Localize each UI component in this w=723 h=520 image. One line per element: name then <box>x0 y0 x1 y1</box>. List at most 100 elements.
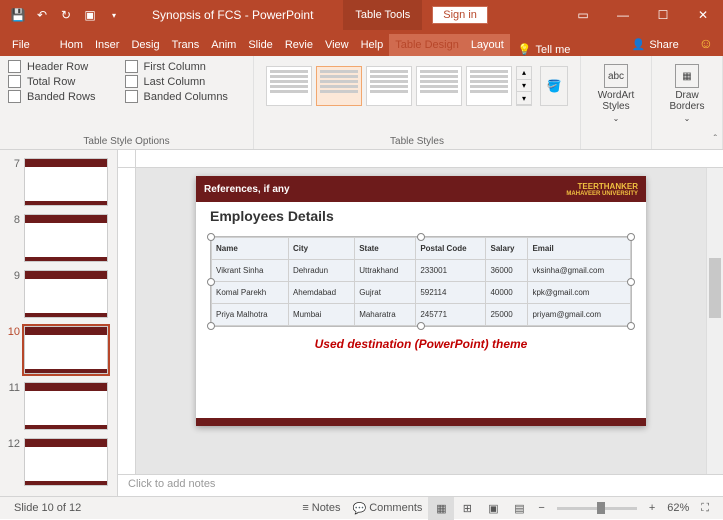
table-cell[interactable]: Mumbai <box>288 304 354 326</box>
thumbnail-preview <box>24 270 108 318</box>
employees-table[interactable]: NameCityStatePostal CodeSalaryEmailVikra… <box>211 237 631 326</box>
slide-thumbnail[interactable]: 10 <box>0 322 117 378</box>
zoom-out-button[interactable]: − <box>532 497 550 519</box>
table-cell[interactable]: 25000 <box>486 304 528 326</box>
zoom-slider[interactable] <box>557 507 637 510</box>
table-cell[interactable]: 245771 <box>416 304 486 326</box>
table-header[interactable]: City <box>288 238 354 260</box>
table-style-item[interactable] <box>416 66 462 106</box>
close-icon[interactable]: ✕ <box>683 0 723 30</box>
table-row[interactable]: Vikrant SinhaDehradunUttrakhand233001360… <box>212 260 631 282</box>
thumbnail-number: 11 <box>6 382 20 394</box>
comments-button[interactable]: 💬Comments <box>347 497 429 519</box>
share-button[interactable]: 👤 Share <box>622 33 689 56</box>
draw-borders-button[interactable]: ▦ Draw Borders ⌄ <box>660 60 714 127</box>
tab-table-design[interactable]: Table Design <box>389 34 465 56</box>
table-cell[interactable]: 40000 <box>486 282 528 304</box>
table-cell[interactable]: Komal Parekh <box>212 282 289 304</box>
table-cell[interactable]: 233001 <box>416 260 486 282</box>
slide-canvas[interactable]: References, if any TEERTHANKER MAHAVEER … <box>136 168 706 474</box>
table-header[interactable]: State <box>355 238 416 260</box>
zoom-in-button[interactable]: + <box>643 497 661 519</box>
redo-icon[interactable]: ↻ <box>56 5 76 25</box>
tab-layout[interactable]: Layout <box>465 34 510 56</box>
vertical-scrollbar[interactable] <box>706 168 723 474</box>
start-from-beginning-icon[interactable]: ▣ <box>80 5 100 25</box>
table-header[interactable]: Email <box>528 238 631 260</box>
slide-thumbnail[interactable]: 7 <box>0 154 117 210</box>
table-cell[interactable]: Gujrat <box>355 282 416 304</box>
shading-button[interactable]: 🪣 <box>540 66 568 106</box>
slide-thumbnail[interactable]: 9 <box>0 266 117 322</box>
fit-to-window-icon[interactable]: ⛶ <box>695 497 715 519</box>
slideshow-view-icon[interactable]: ▤ <box>506 497 532 520</box>
tab-design[interactable]: Desig <box>125 34 165 56</box>
table-header[interactable]: Salary <box>486 238 528 260</box>
checkbox-banded-rows[interactable]: Banded Rows <box>8 90 113 103</box>
styles-gallery-scroll[interactable]: ▴▾▾ <box>516 66 532 106</box>
table-header[interactable]: Postal Code <box>416 238 486 260</box>
collapse-ribbon-icon[interactable]: ˆ <box>714 134 717 145</box>
table-cell[interactable]: Priya Malhotra <box>212 304 289 326</box>
table-cell[interactable]: 592114 <box>416 282 486 304</box>
table-cell[interactable]: 36000 <box>486 260 528 282</box>
slide-thumbnails-panel: 7 8 9 10 11 12 <box>0 150 118 496</box>
save-icon[interactable]: 💾 <box>8 5 28 25</box>
tab-transitions[interactable]: Trans <box>166 34 206 56</box>
tab-home[interactable]: Hom <box>54 34 89 56</box>
tab-animations[interactable]: Anim <box>205 34 242 56</box>
slide-thumbnail[interactable]: 8 <box>0 210 117 266</box>
notes-button[interactable]: ≡Notes <box>296 497 346 519</box>
table-cell[interactable]: Vikrant Sinha <box>212 260 289 282</box>
table-cell[interactable]: Ahemdabad <box>288 282 354 304</box>
tell-me-search[interactable]: 💡 Tell me <box>510 43 579 56</box>
table-style-item[interactable] <box>366 66 412 106</box>
tab-slideshow[interactable]: Slide <box>242 34 278 56</box>
slide: References, if any TEERTHANKER MAHAVEER … <box>196 176 646 426</box>
document-title: Synopsis of FCS - PowerPoint <box>152 8 313 22</box>
zoom-level[interactable]: 62% <box>661 497 695 519</box>
qat-customize-icon[interactable]: ▾ <box>104 5 124 25</box>
table-style-item[interactable] <box>316 66 362 106</box>
slide-thumbnail[interactable]: 11 <box>0 378 117 434</box>
slide-caption: Used destination (PowerPoint) theme <box>196 337 646 351</box>
checkbox-banded-columns[interactable]: Banded Columns <box>125 90 245 103</box>
checkbox-total-row[interactable]: Total Row <box>8 75 113 88</box>
sign-in-button[interactable]: Sign in <box>432 6 488 24</box>
maximize-icon[interactable]: ☐ <box>643 0 683 30</box>
table-cell[interactable]: Uttrakhand <box>355 260 416 282</box>
table-cell[interactable]: kpk@gmail.com <box>528 282 631 304</box>
table-header[interactable]: Name <box>212 238 289 260</box>
table-cell[interactable]: Dehradun <box>288 260 354 282</box>
checkbox-header-row[interactable]: Header Row <box>8 60 113 73</box>
table-object[interactable]: NameCityStatePostal CodeSalaryEmailVikra… <box>210 236 632 327</box>
slide-title[interactable]: Employees Details <box>196 202 646 230</box>
reading-view-icon[interactable]: ▣ <box>480 497 506 520</box>
checkbox-last-column[interactable]: Last Column <box>125 75 245 88</box>
table-cell[interactable]: vksinha@gmail.com <box>528 260 631 282</box>
table-style-item[interactable] <box>466 66 512 106</box>
slide-thumbnail[interactable]: 12 <box>0 434 117 490</box>
ribbon-display-icon[interactable]: ▭ <box>563 0 603 30</box>
tab-view[interactable]: View <box>319 34 355 56</box>
tab-review[interactable]: Revie <box>279 34 319 56</box>
slide-counter[interactable]: Slide 10 of 12 <box>8 497 87 519</box>
notes-pane[interactable]: Click to add notes <box>118 474 723 496</box>
undo-icon[interactable]: ↶ <box>32 5 52 25</box>
lightbulb-icon: 💡 <box>518 43 532 56</box>
wordart-styles-button[interactable]: abc WordArt Styles ⌄ <box>589 60 643 127</box>
sorter-view-icon[interactable]: ⊞ <box>454 497 480 520</box>
feedback-icon[interactable]: ☺ <box>689 30 723 56</box>
table-cell[interactable]: priyam@gmail.com <box>528 304 631 326</box>
tab-help[interactable]: Help <box>355 34 390 56</box>
minimize-icon[interactable]: ― <box>603 0 643 30</box>
thumbnail-preview <box>24 214 108 262</box>
checkbox-first-column[interactable]: First Column <box>125 60 245 73</box>
tab-file[interactable]: File <box>0 34 42 56</box>
tab-insert[interactable]: Inser <box>89 34 125 56</box>
table-row[interactable]: Komal ParekhAhemdabadGujrat59211440000kp… <box>212 282 631 304</box>
table-style-item[interactable] <box>266 66 312 106</box>
share-label: Share <box>649 39 678 51</box>
table-cell[interactable]: Maharatra <box>355 304 416 326</box>
normal-view-icon[interactable]: ▦ <box>428 497 454 520</box>
